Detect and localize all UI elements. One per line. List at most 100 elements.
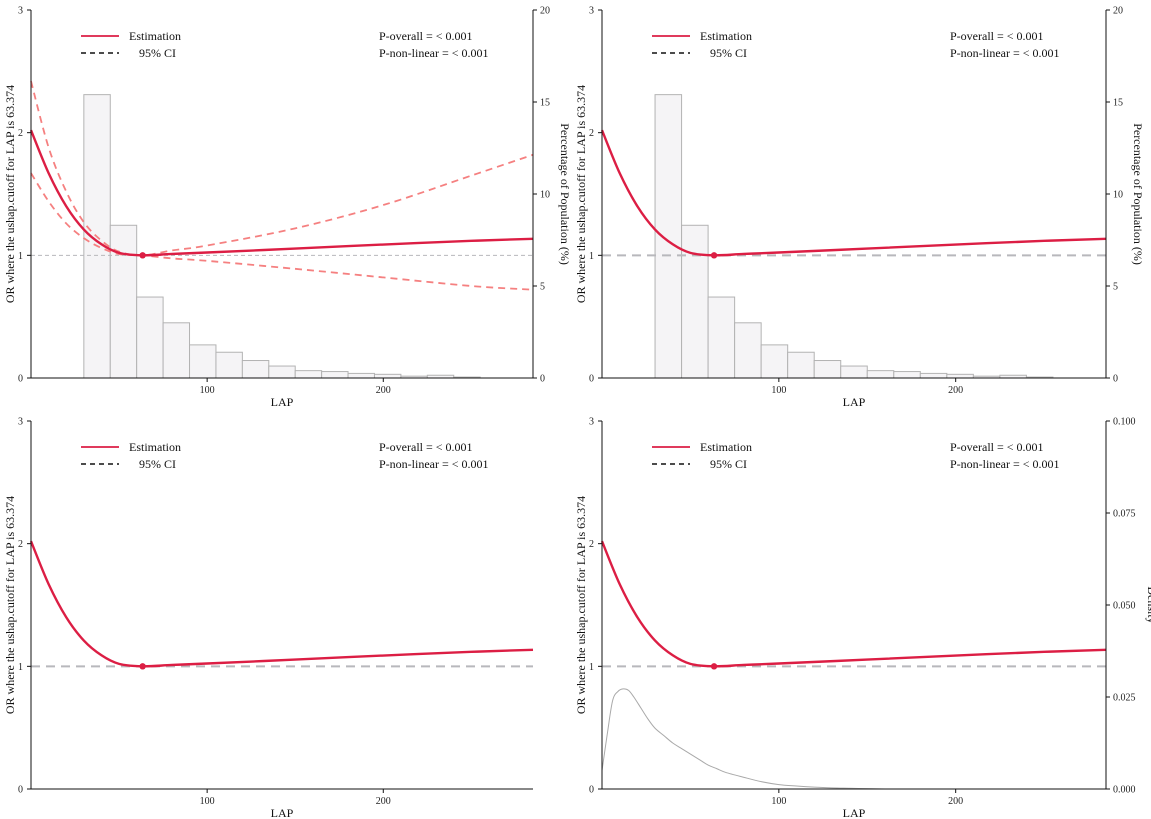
- secondary-tick-label: 15: [1113, 98, 1123, 109]
- histogram-bar: [760, 344, 789, 379]
- y-tick-label: 2: [589, 539, 594, 550]
- x-tick-label: 100: [200, 796, 215, 807]
- y-axis-title: OR where the ushap.cutoff for LAP is 63.…: [574, 496, 588, 714]
- p-nonlinear-text: P-non-linear = < 0.001: [379, 46, 489, 60]
- legend-estimation-label: Estimation: [129, 29, 181, 43]
- secondary-tick-label: 10: [540, 190, 550, 201]
- x-tick-label: 100: [200, 385, 215, 396]
- legend: Estimation 95% CI: [81, 29, 181, 60]
- x-axis-title: LAP: [271, 806, 294, 819]
- histogram: [83, 94, 481, 379]
- p-nonlinear-text: P-non-linear = < 0.001: [379, 457, 489, 471]
- legend-ci-label: 95% CI: [710, 457, 747, 471]
- y-tick-label: 2: [589, 128, 594, 139]
- histogram-bar: [787, 351, 815, 379]
- estimate-curve: [600, 129, 1107, 257]
- secondary-axis-title: Percentage of Population (%): [558, 123, 572, 265]
- p-nonlinear-text: P-non-linear = < 0.001: [950, 457, 1060, 471]
- cutoff-point: [710, 663, 718, 670]
- p-overall-text: P-overall = < 0.001: [379, 29, 473, 43]
- secondary-tick-label: 0.075: [1113, 509, 1136, 520]
- x-axis-title: LAP: [843, 806, 866, 819]
- secondary-tick-label: 20: [1113, 6, 1123, 17]
- histogram-bar: [189, 344, 217, 379]
- y-tick-label: 3: [18, 6, 23, 17]
- cutoff-point: [710, 252, 718, 259]
- histogram-bar: [866, 370, 895, 379]
- legend: Estimation 95% CI: [81, 440, 181, 471]
- secondary-tick-label: 0.100: [1113, 417, 1136, 428]
- histogram-bar: [373, 373, 402, 379]
- histogram-bar: [136, 296, 164, 379]
- histogram-bar: [294, 370, 323, 379]
- secondary-tick-label: 0: [540, 374, 545, 385]
- secondary-axis-title: Density: [1145, 586, 1151, 623]
- y-tick-label: 3: [589, 6, 594, 17]
- histogram-bar: [321, 371, 349, 379]
- secondary-tick-label: 5: [540, 282, 545, 293]
- y-tick-label: 1: [18, 251, 23, 262]
- secondary-tick-label: 0.000: [1113, 785, 1136, 796]
- y-tick-label: 0: [589, 374, 594, 385]
- histogram-bar: [919, 372, 948, 379]
- estimate-curve: [29, 540, 534, 668]
- p-overall-text: P-overall = < 0.001: [950, 29, 1044, 43]
- y-tick-label: 1: [589, 662, 594, 673]
- histogram-bar: [109, 224, 138, 379]
- secondary-tick-label: 0.050: [1113, 601, 1136, 612]
- y-tick-label: 0: [18, 785, 23, 796]
- histogram-bar: [734, 322, 762, 379]
- density-curve: [601, 688, 885, 790]
- x-tick-label: 200: [376, 796, 391, 807]
- histogram-bar: [654, 94, 683, 379]
- x-tick-label: 100: [771, 796, 786, 807]
- y-axis-title: OR where the ushap.cutoff for LAP is 63.…: [574, 85, 588, 303]
- secondary-axis-title: Percentage of Population (%): [1131, 123, 1145, 265]
- histogram-bar: [347, 372, 375, 379]
- x-tick-label: 100: [771, 385, 786, 396]
- histogram: [654, 94, 1054, 379]
- legend-estimation-label: Estimation: [700, 29, 752, 43]
- histogram-bar: [215, 351, 243, 379]
- p-overall-text: P-overall = < 0.001: [950, 440, 1044, 454]
- histogram-bar: [946, 373, 974, 379]
- y-axis-title: OR where the ushap.cutoff for LAP is 63.…: [3, 85, 17, 303]
- legend: Estimation 95% CI: [652, 29, 752, 60]
- secondary-tick-label: 15: [540, 98, 550, 109]
- x-tick-label: 200: [948, 796, 963, 807]
- legend-estimation-label: Estimation: [700, 440, 752, 454]
- y-tick-label: 2: [18, 539, 23, 550]
- panel-bottom-left: 0 1 2 3 100 200 LAP OR where the ushap.cutoff f…: [3, 417, 534, 819]
- histogram-bar: [707, 296, 736, 379]
- secondary-tick-label: 0.025: [1113, 693, 1136, 704]
- panel-top-right: 0 1 2 3 100 200 0 5 10 15 20 Percentage of Populati…: [574, 6, 1145, 410]
- y-tick-label: 1: [18, 662, 23, 673]
- x-axis-title: LAP: [843, 395, 866, 409]
- y-tick-label: 3: [18, 417, 23, 428]
- legend: Estimation 95% CI: [652, 440, 752, 471]
- secondary-tick-label: 0: [1113, 374, 1118, 385]
- panel-bottom-right: 0 1 2 3 100 200 0.000 0.025 0.050 0.075 0.100 Densi…: [574, 417, 1151, 819]
- x-axis-title: LAP: [271, 395, 294, 409]
- y-tick-label: 0: [589, 785, 594, 796]
- y-tick-label: 2: [18, 128, 23, 139]
- histogram-bar: [813, 360, 842, 379]
- p-overall-text: P-overall = < 0.001: [379, 440, 473, 454]
- x-tick-label: 200: [948, 385, 963, 396]
- y-axis-title: OR where the ushap.cutoff for LAP is 63.…: [3, 496, 17, 714]
- cutoff-point: [139, 252, 146, 259]
- cutoff-point: [139, 663, 146, 670]
- histogram-bar: [893, 371, 921, 379]
- y-tick-label: 1: [589, 251, 594, 262]
- secondary-tick-label: 5: [1113, 282, 1118, 293]
- panel-top-left: 0 1 2 3 100 200 0 5 10 15 20 Percentage of Populati…: [3, 6, 572, 410]
- secondary-tick-label: 10: [1113, 190, 1123, 201]
- x-tick-label: 200: [376, 385, 391, 396]
- secondary-tick-label: 20: [540, 6, 550, 17]
- histogram-bar: [268, 365, 296, 379]
- estimate-curve: [600, 540, 1107, 668]
- histogram-bar: [681, 224, 709, 379]
- estimate-curve: [29, 129, 534, 257]
- legend-ci-label: 95% CI: [139, 46, 176, 60]
